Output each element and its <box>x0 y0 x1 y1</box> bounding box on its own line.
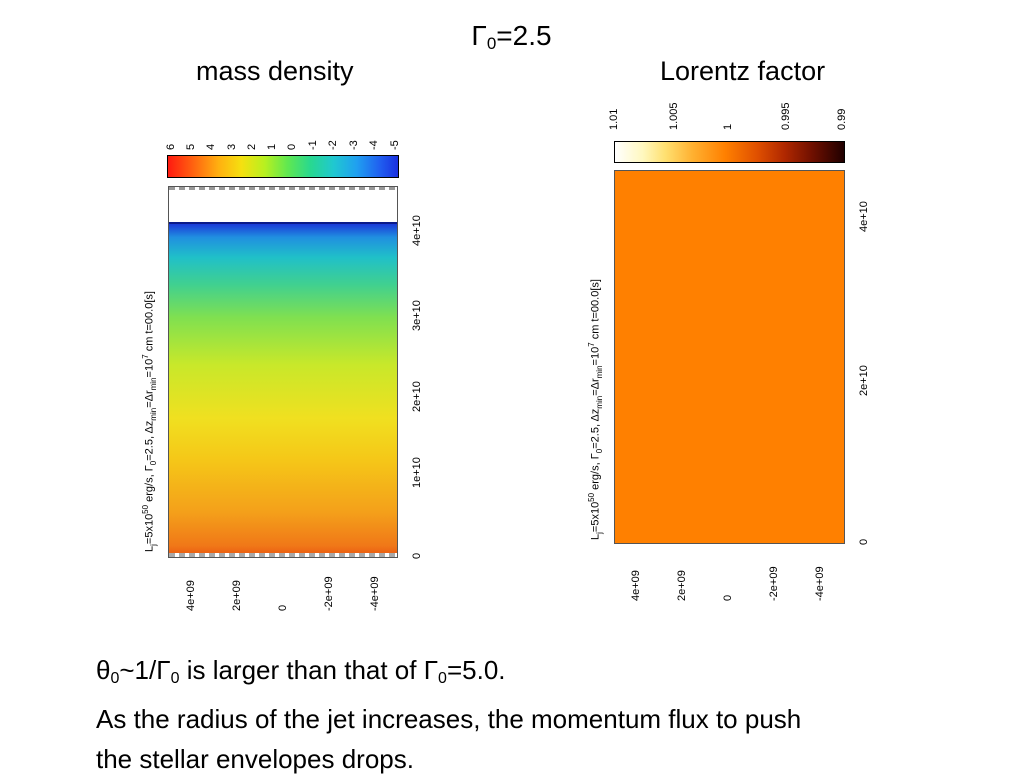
left-r-tick-4: -4e+09 <box>369 576 381 611</box>
right-colorbar-tick-3: 0.995 <box>780 102 792 130</box>
right-lorentz-field <box>615 171 844 543</box>
right-colorbar-tick-4: 0.99 <box>836 108 848 130</box>
right-z-tick-2: 4e+10 <box>858 201 870 232</box>
left-colorbar <box>167 155 399 178</box>
left-z-tick-1: 1e+10 <box>411 457 423 488</box>
left-colorbar-tick-3: 3 <box>226 143 238 150</box>
left-colorbar-tick-10: -4 <box>368 140 380 150</box>
right-r-tick-3: -2e+09 <box>768 566 780 601</box>
left-colorbar-tick-11: -5 <box>389 140 401 150</box>
left-colorbar-tick-6: 0 <box>286 143 298 150</box>
right-lorentz-plot <box>614 170 845 544</box>
left-r-tick-2: 0 <box>277 604 289 611</box>
left-z-tick-0: 0 <box>411 552 423 559</box>
caption-line-2: As the radius of the jet increases, the … <box>96 704 802 734</box>
right-z-tick-1: 2e+10 <box>858 365 870 396</box>
right-r-tick-0: 4e+09 <box>630 570 642 601</box>
right-r-tick-2: 0 <box>722 594 734 601</box>
left-r-tick-3: -2e+09 <box>323 576 335 611</box>
left-z-tick-2: 2e+10 <box>411 381 423 412</box>
right-colorbar-tick-0: 1.01 <box>608 108 620 130</box>
left-colorbar-tick-0: 6 <box>165 143 177 150</box>
slide-caption: θ0~1/Γ0 is larger than that of Γ0=5.0. A… <box>96 650 976 779</box>
slide-title: Γ0=2.5 <box>471 20 552 53</box>
left-colorbar-tick-9: -3 <box>348 140 360 150</box>
right-colorbar-tick-1: 1.005 <box>668 102 680 130</box>
left-colorbar-tick-4: 2 <box>246 143 258 150</box>
left-panel-heading: mass density <box>196 56 354 86</box>
left-r-tick-0: 4e+09 <box>185 580 197 611</box>
left-colorbar-tick-1: 5 <box>185 143 197 150</box>
left-z-tick-4: 4e+10 <box>411 215 423 246</box>
right-r-tick-4: -4e+09 <box>814 566 826 601</box>
right-z-tick-0: 0 <box>858 538 870 545</box>
left-r-tick-1: 2e+09 <box>231 580 243 611</box>
right-colorbar <box>614 141 845 163</box>
right-r-tick-1: 2e+09 <box>676 570 688 601</box>
caption-line-1: θ0~1/Γ0 is larger than that of Γ0=5.0. <box>96 655 506 687</box>
left-density-field <box>169 222 397 557</box>
right-plot-parameter-label: Lj=5x1050 erg/s, Γ0=2.5, Δzmin=Δrmin=107… <box>587 279 604 540</box>
left-z-tick-3: 3e+10 <box>411 300 423 331</box>
left-plot-parameter-label: Lj=5x1050 erg/s, Γ0=2.5, Δzmin=Δrmin=107… <box>141 291 158 552</box>
left-colorbar-tick-8: -2 <box>327 140 339 150</box>
right-panel-heading: Lorentz factor <box>660 56 826 86</box>
left-density-plot <box>168 186 398 558</box>
caption-line-3: the stellar envelopes drops. <box>96 744 414 774</box>
left-colorbar-tick-7: -1 <box>307 140 319 150</box>
left-colorbar-tick-5: 1 <box>266 143 278 150</box>
left-colorbar-tick-2: 4 <box>205 143 217 150</box>
right-colorbar-tick-2: 1 <box>722 123 734 130</box>
